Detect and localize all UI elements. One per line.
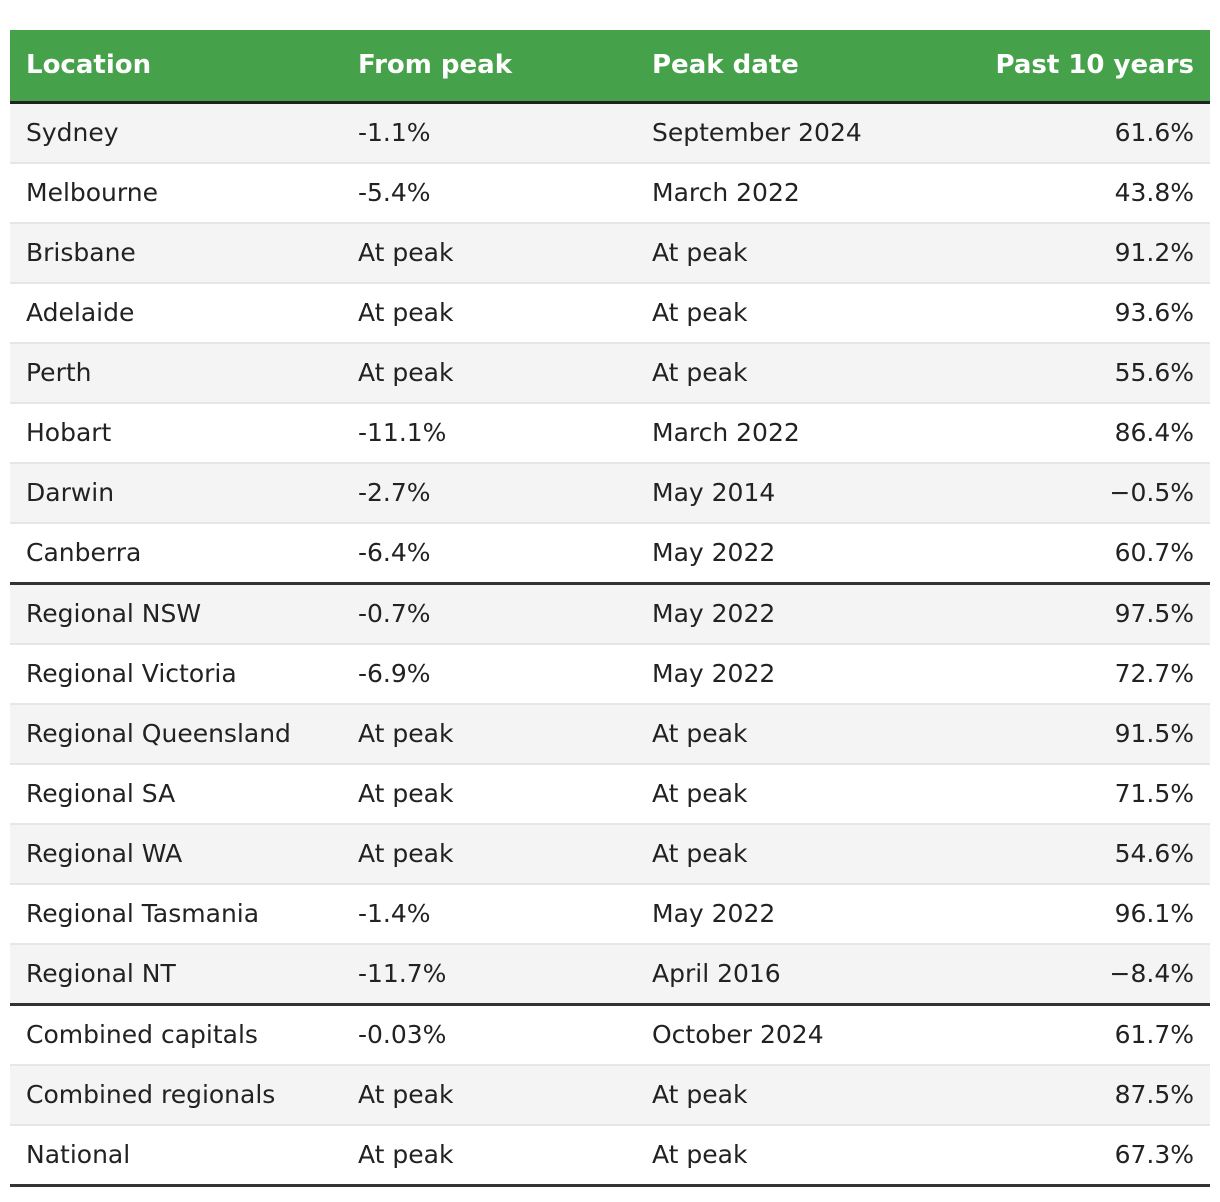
table-row: Hobart -11.1% March 2022 86.4% — [10, 402, 1210, 464]
cell-location: Regional SA — [10, 763, 342, 825]
table-row: Regional WA At peak At peak 54.6% — [10, 823, 1210, 885]
cell-location: Brisbane — [10, 222, 342, 284]
table-row: Combined capitals -0.03% October 2024 61.7% — [10, 1004, 1210, 1066]
cell-peak-date: May 2022 — [636, 583, 930, 645]
cell-past-10-years: 67.3% — [930, 1124, 1210, 1187]
cell-peak-date: At peak — [636, 763, 930, 825]
cell-from-peak: -11.1% — [342, 402, 636, 464]
cell-peak-date: April 2016 — [636, 943, 930, 1006]
cell-location: Regional NT — [10, 943, 342, 1006]
cell-peak-date: October 2024 — [636, 1004, 930, 1066]
cell-past-10-years: −8.4% — [930, 943, 1210, 1006]
cell-peak-date: At peak — [636, 823, 930, 885]
cell-past-10-years: 60.7% — [930, 522, 1210, 585]
cell-from-peak: At peak — [342, 823, 636, 885]
table-row: Combined regionals At peak At peak 87.5% — [10, 1064, 1210, 1126]
cell-location: Regional Victoria — [10, 643, 342, 705]
cell-from-peak: -11.7% — [342, 943, 636, 1006]
cell-peak-date: May 2022 — [636, 643, 930, 705]
cell-peak-date: March 2022 — [636, 162, 930, 224]
column-header-peak-date: Peak date — [636, 30, 930, 104]
cell-from-peak: -0.7% — [342, 583, 636, 645]
cell-past-10-years: 61.7% — [930, 1004, 1210, 1066]
cell-past-10-years: 96.1% — [930, 883, 1210, 945]
table-row: Sydney -1.1% September 2024 61.6% — [10, 102, 1210, 164]
cell-location: Hobart — [10, 402, 342, 464]
cell-from-peak: -5.4% — [342, 162, 636, 224]
cell-past-10-years: 55.6% — [930, 342, 1210, 404]
cell-location: Combined capitals — [10, 1004, 342, 1066]
cell-from-peak: -6.9% — [342, 643, 636, 705]
table-row: Regional Victoria -6.9% May 2022 72.7% — [10, 643, 1210, 705]
cell-past-10-years: 93.6% — [930, 282, 1210, 344]
table-row: National At peak At peak 67.3% — [10, 1124, 1210, 1187]
cell-from-peak: At peak — [342, 222, 636, 284]
cell-from-peak: At peak — [342, 342, 636, 404]
cell-from-peak: At peak — [342, 1064, 636, 1126]
cell-location: Melbourne — [10, 162, 342, 224]
home-value-table: Location From peak Peak date Past 10 yea… — [10, 30, 1210, 1187]
cell-location: Sydney — [10, 102, 342, 164]
cell-location: National — [10, 1124, 342, 1187]
cell-from-peak: -1.1% — [342, 102, 636, 164]
cell-from-peak: -0.03% — [342, 1004, 636, 1066]
cell-peak-date: At peak — [636, 222, 930, 284]
cell-peak-date: At peak — [636, 1064, 930, 1126]
cell-from-peak: At peak — [342, 703, 636, 765]
cell-past-10-years: 54.6% — [930, 823, 1210, 885]
cell-past-10-years: 97.5% — [930, 583, 1210, 645]
cell-from-peak: -6.4% — [342, 522, 636, 585]
table-row: Regional NSW -0.7% May 2022 97.5% — [10, 583, 1210, 645]
cell-location: Darwin — [10, 462, 342, 524]
column-header-from-peak: From peak — [342, 30, 636, 104]
table-row: Regional Queensland At peak At peak 91.5% — [10, 703, 1210, 765]
cell-from-peak: At peak — [342, 282, 636, 344]
table-row: Darwin -2.7% May 2014 −0.5% — [10, 462, 1210, 524]
table-row: Melbourne -5.4% March 2022 43.8% — [10, 162, 1210, 224]
cell-peak-date: September 2024 — [636, 102, 930, 164]
header-row: Location From peak Peak date Past 10 yea… — [10, 30, 1210, 104]
cell-past-10-years: 87.5% — [930, 1064, 1210, 1126]
table-row: Brisbane At peak At peak 91.2% — [10, 222, 1210, 284]
column-header-location: Location — [10, 30, 342, 104]
cell-peak-date: May 2014 — [636, 462, 930, 524]
cell-location: Regional Tasmania — [10, 883, 342, 945]
cell-peak-date: At peak — [636, 282, 930, 344]
cell-past-10-years: −0.5% — [930, 462, 1210, 524]
cell-location: Adelaide — [10, 282, 342, 344]
cell-peak-date: May 2022 — [636, 522, 930, 585]
cell-location: Perth — [10, 342, 342, 404]
cell-peak-date: May 2022 — [636, 883, 930, 945]
cell-from-peak: At peak — [342, 1124, 636, 1187]
cell-past-10-years: 43.8% — [930, 162, 1210, 224]
table-row: Regional NT -11.7% April 2016 −8.4% — [10, 943, 1210, 1006]
cell-past-10-years: 61.6% — [930, 102, 1210, 164]
table-row: Perth At peak At peak 55.6% — [10, 342, 1210, 404]
cell-past-10-years: 91.2% — [930, 222, 1210, 284]
table-row: Regional SA At peak At peak 71.5% — [10, 763, 1210, 825]
cell-past-10-years: 86.4% — [930, 402, 1210, 464]
table-header: Location From peak Peak date Past 10 yea… — [10, 30, 1210, 104]
table-row: Regional Tasmania -1.4% May 2022 96.1% — [10, 883, 1210, 945]
cell-location: Regional NSW — [10, 583, 342, 645]
cell-from-peak: -2.7% — [342, 462, 636, 524]
cell-past-10-years: 91.5% — [930, 703, 1210, 765]
cell-from-peak: -1.4% — [342, 883, 636, 945]
cell-location: Combined regionals — [10, 1064, 342, 1126]
cell-peak-date: At peak — [636, 1124, 930, 1187]
column-header-past-10-years: Past 10 years — [930, 30, 1210, 104]
cell-past-10-years: 72.7% — [930, 643, 1210, 705]
cell-from-peak: At peak — [342, 763, 636, 825]
table-body: Sydney -1.1% September 2024 61.6% Melbourne -… — [10, 102, 1210, 1187]
table-row: Canberra -6.4% May 2022 60.7% — [10, 522, 1210, 585]
cell-location: Canberra — [10, 522, 342, 585]
cell-peak-date: At peak — [636, 703, 930, 765]
cell-past-10-years: 71.5% — [930, 763, 1210, 825]
table-row: Adelaide At peak At peak 93.6% — [10, 282, 1210, 344]
home-value-table-container: Location From peak Peak date Past 10 yea… — [10, 30, 1210, 1187]
cell-location: Regional Queensland — [10, 703, 342, 765]
cell-location: Regional WA — [10, 823, 342, 885]
cell-peak-date: March 2022 — [636, 402, 930, 464]
cell-peak-date: At peak — [636, 342, 930, 404]
